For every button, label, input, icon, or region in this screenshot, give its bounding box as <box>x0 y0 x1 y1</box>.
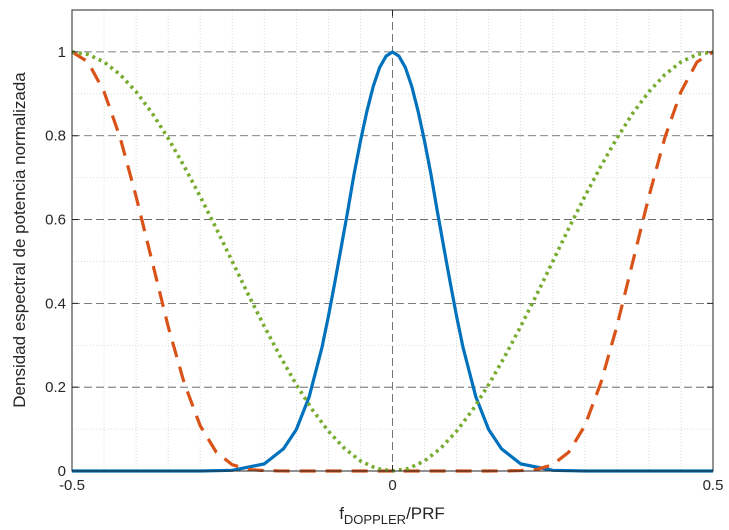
y-tick-label: 0.6 <box>45 212 66 229</box>
y-axis-label: Densidad espectral de potencia normaliza… <box>10 72 29 408</box>
y-tick-label: 0.4 <box>45 295 66 312</box>
x-tick-label: 0.5 <box>703 477 724 494</box>
x-axis-label-subscript: DOPPLER <box>344 512 406 527</box>
y-tick-label: 0.2 <box>45 379 66 396</box>
x-axis-label: fDOPPLER/PRF <box>339 504 445 527</box>
y-tick-label: 0 <box>58 463 66 480</box>
y-tick-label: 0.8 <box>45 128 66 145</box>
x-tick-label: 0 <box>388 477 396 494</box>
y-tick-label: 1 <box>58 44 66 61</box>
x-axis-label-suffix: /PRF <box>406 504 445 523</box>
